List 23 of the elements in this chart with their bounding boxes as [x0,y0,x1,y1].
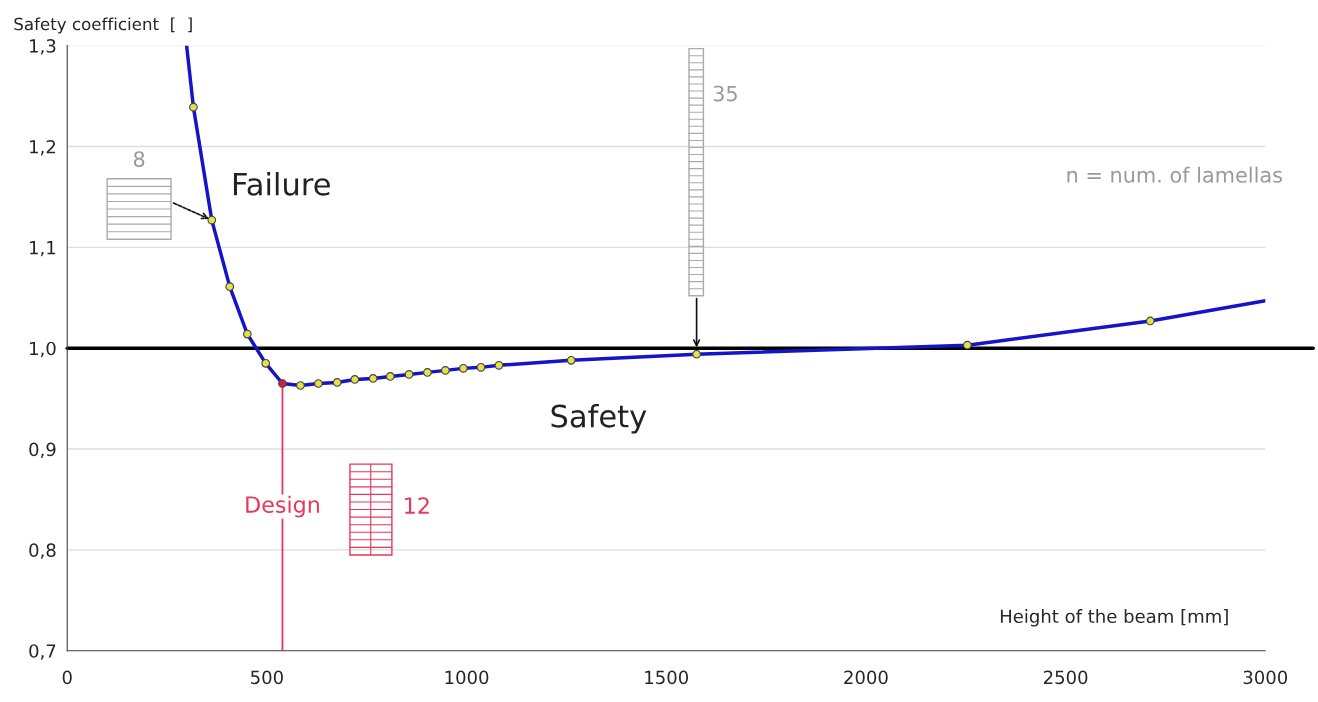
x-tick-label: 2500 [1043,670,1088,685]
y-tick-label: 1,3 [30,39,56,55]
y-tick-label: 1,0 [30,341,56,358]
y-tick-label: 0,9 [29,442,56,458]
ref-line-label: Design [246,495,319,518]
annotation: 12 [405,497,429,514]
x-tick-label: 0 [62,670,72,685]
x-axis-title: Height of the beam [mm] [1000,609,1228,627]
annotation: Safety [551,404,647,434]
x-tick-label: 2000 [844,670,888,685]
x-tick-label: 1000 [445,670,489,685]
x-tick-label: 1500 [645,670,689,685]
x-tick-label: 3000 [1243,670,1288,685]
annotation: Failure [233,172,330,196]
y-tick-label: 0,7 [29,644,56,660]
annotation: 8 [133,151,145,167]
x-tick-label: 500 [251,670,283,685]
annotation: 35 [713,85,737,102]
y-tick-label: 0,8 [29,543,56,559]
y-tick-label: 1,2 [30,139,55,156]
annotation: n = num. of lamellas [1067,166,1282,183]
y-tick-label: 1,1 [30,241,56,257]
y-axis-title: Safety coefficient [ ] [14,17,192,34]
